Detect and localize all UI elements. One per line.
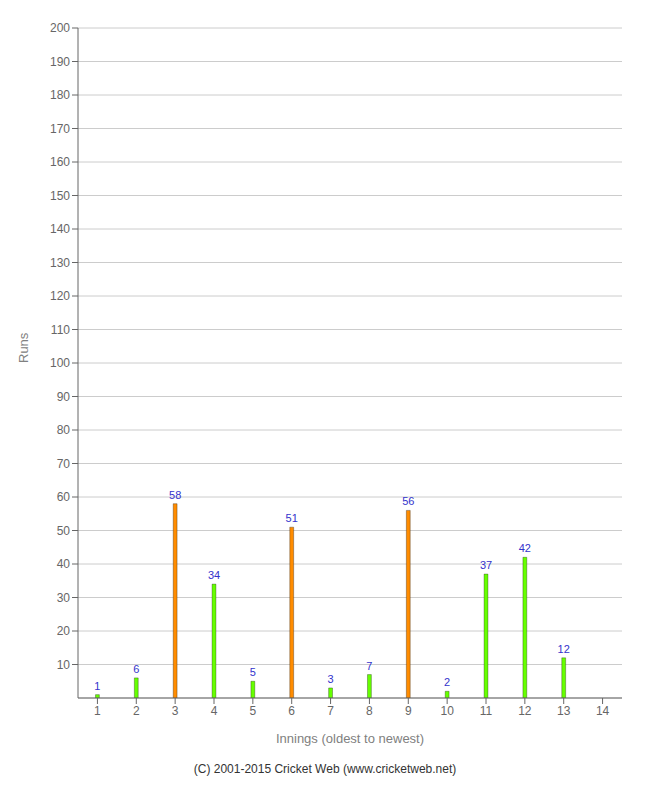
svg-text:5: 5 bbox=[250, 704, 257, 718]
svg-text:30: 30 bbox=[57, 591, 71, 605]
svg-text:58: 58 bbox=[169, 489, 181, 501]
svg-text:9: 9 bbox=[405, 704, 412, 718]
svg-text:150: 150 bbox=[50, 189, 70, 203]
svg-text:13: 13 bbox=[557, 704, 571, 718]
svg-text:6: 6 bbox=[288, 704, 295, 718]
svg-text:110: 110 bbox=[51, 323, 70, 337]
svg-text:3: 3 bbox=[328, 673, 334, 685]
svg-text:7: 7 bbox=[327, 704, 334, 718]
svg-text:4: 4 bbox=[211, 704, 218, 718]
svg-text:12: 12 bbox=[558, 643, 570, 655]
svg-text:34: 34 bbox=[208, 569, 220, 581]
svg-text:1: 1 bbox=[94, 680, 100, 692]
svg-text:40: 40 bbox=[57, 557, 71, 571]
svg-text:2: 2 bbox=[444, 676, 450, 688]
svg-text:3: 3 bbox=[172, 704, 179, 718]
svg-text:10: 10 bbox=[57, 658, 71, 672]
svg-text:42: 42 bbox=[519, 542, 531, 554]
svg-text:120: 120 bbox=[50, 289, 70, 303]
svg-text:11: 11 bbox=[480, 704, 493, 718]
svg-text:130: 130 bbox=[50, 256, 70, 270]
html-text:(C) 2001-2015 Cricket Web (www: (C) 2001-2015 Cricket Web (www.cricketwe… bbox=[193, 762, 457, 776]
svg-text:Runs: Runs bbox=[16, 332, 31, 363]
svg-text:80: 80 bbox=[57, 423, 71, 437]
svg-text:20: 20 bbox=[57, 624, 71, 638]
svg-text:12: 12 bbox=[518, 704, 532, 718]
svg-text:37: 37 bbox=[480, 559, 492, 571]
svg-text:100: 100 bbox=[50, 356, 70, 370]
svg-text:170: 170 bbox=[50, 122, 70, 136]
svg-text:140: 140 bbox=[50, 222, 70, 236]
svg-text:1: 1 bbox=[94, 704, 101, 718]
svg-text:Innings (oldest to newest): Innings (oldest to newest) bbox=[276, 731, 424, 746]
svg-text:160: 160 bbox=[50, 155, 70, 169]
svg-text:2: 2 bbox=[133, 704, 140, 718]
svg-text:6: 6 bbox=[133, 663, 139, 675]
svg-text:51: 51 bbox=[286, 512, 298, 524]
svg-text:7: 7 bbox=[366, 660, 372, 672]
svg-text:70: 70 bbox=[57, 457, 71, 471]
svg-text:50: 50 bbox=[57, 524, 71, 538]
svg-text:190: 190 bbox=[50, 55, 70, 69]
svg-text:10: 10 bbox=[440, 704, 454, 718]
svg-text:180: 180 bbox=[50, 88, 70, 102]
svg-text:60: 60 bbox=[57, 490, 71, 504]
svg-text:5: 5 bbox=[250, 666, 256, 678]
svg-text:200: 200 bbox=[50, 21, 70, 35]
svg-text:56: 56 bbox=[402, 495, 414, 507]
svg-text:8: 8 bbox=[366, 704, 373, 718]
svg-text:14: 14 bbox=[596, 704, 610, 718]
svg-text:90: 90 bbox=[57, 390, 71, 404]
